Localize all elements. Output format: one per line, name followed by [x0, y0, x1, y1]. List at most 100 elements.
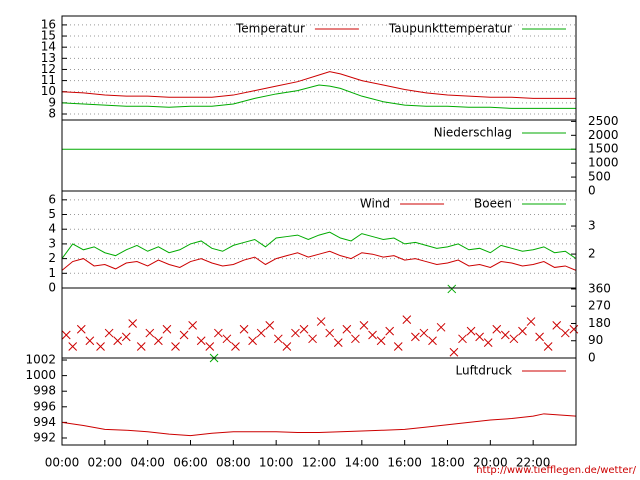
y-tick-label: 5 — [48, 207, 56, 221]
point — [171, 342, 180, 351]
point — [222, 334, 232, 344]
y-tick-label: 15 — [41, 29, 56, 43]
point — [543, 342, 553, 351]
point — [256, 328, 266, 338]
x-tick-label: 14:00 — [345, 456, 380, 470]
x-tick-label: 00:00 — [45, 456, 80, 470]
point — [368, 330, 377, 340]
point — [419, 328, 429, 338]
series-line — [61, 250, 577, 271]
point — [154, 336, 163, 346]
point — [316, 317, 326, 326]
y2-tick-label: 90 — [588, 333, 603, 347]
y-tick-label: 6 — [48, 192, 56, 206]
y-tick-label: 998 — [33, 384, 56, 398]
point — [248, 336, 257, 346]
point — [509, 334, 519, 344]
point — [560, 328, 570, 338]
y-tick-label: 16 — [41, 17, 56, 31]
point — [213, 328, 223, 338]
y-tick-label: 1002 — [25, 353, 56, 367]
legend-label: Wind — [360, 197, 390, 211]
point — [96, 342, 105, 351]
point — [325, 328, 335, 338]
point — [342, 324, 352, 334]
point — [239, 324, 249, 334]
y-tick-label: 9 — [48, 95, 56, 109]
point — [265, 321, 275, 330]
y-tick-label: 992 — [33, 430, 56, 444]
x-tick-label: 16:00 — [387, 456, 422, 470]
y2-tick-label: 270 — [588, 299, 611, 313]
y-tick-label: 12 — [41, 62, 56, 76]
series-line — [61, 84, 576, 109]
y2-tick-label: 3 — [588, 219, 596, 233]
y2-tick-label: 2500 — [588, 114, 619, 128]
y-tick-label: 4 — [48, 222, 56, 236]
point — [205, 342, 215, 351]
point — [308, 334, 317, 344]
y-tick-label: 994 — [33, 415, 56, 429]
legend-label: Niederschlag — [434, 126, 512, 140]
y-tick-label: 14 — [41, 40, 56, 54]
y-tick-label: 0 — [48, 281, 56, 295]
point — [179, 330, 189, 340]
point — [196, 336, 206, 346]
point — [449, 347, 459, 357]
series-line — [61, 231, 577, 260]
y2-tick-label: 2 — [588, 247, 596, 261]
y-tick-label: 10 — [41, 84, 56, 98]
y2-tick-label: 1500 — [588, 142, 619, 156]
x-tick-label: 22:00 — [516, 456, 551, 470]
y-tick-label: 1000 — [25, 368, 56, 382]
point — [85, 336, 95, 346]
point — [436, 322, 446, 332]
y2-tick-label: 0 — [588, 184, 596, 198]
y2-tick-label: 1000 — [588, 156, 619, 170]
point — [552, 321, 562, 330]
y-tick-label: 8 — [48, 106, 56, 120]
point — [376, 336, 386, 346]
x-tick-label: 04:00 — [130, 456, 165, 470]
legend-label: Taupunkttemperatur — [388, 22, 512, 36]
x-tick-label: 08:00 — [216, 456, 251, 470]
y-tick-label: 1 — [48, 266, 56, 280]
point — [188, 321, 197, 330]
point — [483, 338, 493, 348]
point — [458, 334, 467, 344]
series-line — [61, 71, 576, 99]
point — [351, 334, 360, 344]
point — [535, 332, 544, 342]
y-tick-label: 11 — [41, 73, 56, 87]
point — [518, 326, 527, 336]
point — [61, 330, 71, 340]
point — [402, 315, 412, 324]
point — [291, 328, 300, 338]
point — [76, 324, 86, 334]
point — [299, 324, 309, 334]
point — [282, 342, 292, 351]
point — [385, 326, 395, 336]
x-tick-label: 12:00 — [302, 456, 337, 470]
x-tick-label: 20:00 — [473, 456, 508, 470]
point — [333, 338, 343, 348]
y2-tick-label: 500 — [588, 170, 611, 184]
point — [162, 324, 172, 334]
point — [428, 336, 437, 346]
point — [411, 332, 420, 342]
x-tick-label: 06:00 — [173, 456, 208, 470]
y2-tick-label: 2000 — [588, 128, 619, 142]
point — [231, 342, 240, 351]
point — [104, 328, 114, 338]
series-line — [61, 413, 577, 437]
point — [569, 324, 579, 334]
legend-label: Boeen — [474, 197, 512, 211]
point — [145, 328, 155, 338]
legend-label: Luftdruck — [455, 364, 512, 378]
y-tick-label: 2 — [48, 251, 56, 265]
point — [500, 330, 510, 340]
y2-tick-label: 360 — [588, 281, 611, 295]
y2-tick-label: 180 — [588, 316, 611, 330]
point — [113, 336, 123, 346]
